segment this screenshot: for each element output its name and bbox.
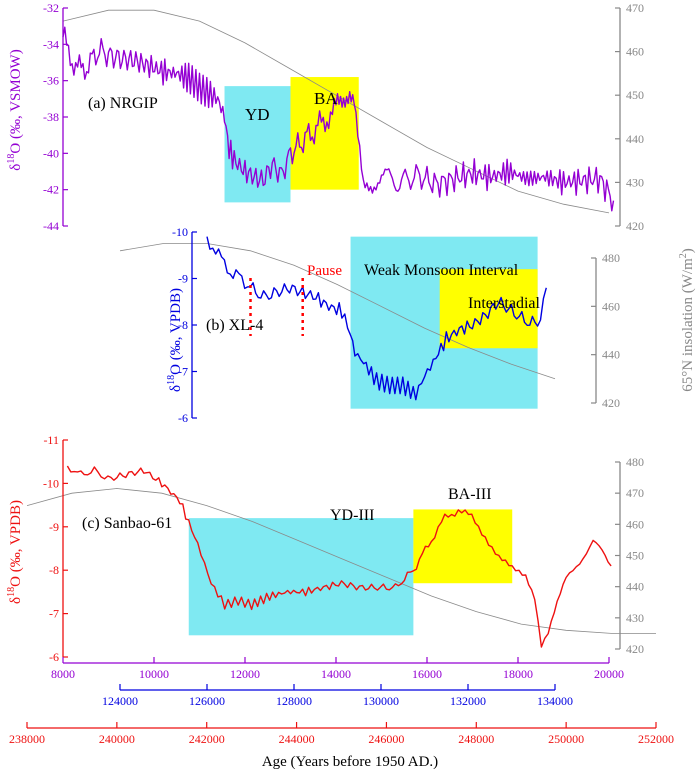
nrgip-left-tick-label: -44: [43, 219, 59, 233]
xl4-x-tick-label: 124000: [102, 694, 138, 708]
sanbao-right-tick-label: 470: [626, 486, 644, 500]
sanbao-x-tick-label: 238000: [9, 732, 45, 746]
nrgip-right-tick-label: 450: [626, 88, 644, 102]
nrgip-left-tick-label: -40: [43, 146, 59, 160]
sanbao-left-tick-label: -11: [43, 433, 59, 447]
ba-iii-label: BA-III: [448, 486, 492, 503]
xl4-x-tick-label: 126000: [189, 694, 225, 708]
ba-label: BA: [314, 89, 338, 108]
bottom-age-axes: 8000 10000 12000 14000 16000 18000 20000 124000…: [9, 657, 674, 746]
sanbao-insolation-line: [26, 488, 656, 634]
nrgip-left-tick-label: -36: [43, 74, 59, 88]
nrgip-x-tick-label: 8000: [51, 667, 75, 681]
xl4-right-tick-label: 480: [602, 251, 620, 265]
right-y-title: 65°N insolation (W/m2): [678, 248, 696, 391]
sanbao-left-tick-label: -10: [43, 476, 59, 490]
sanbao-left-tick-label: -8: [49, 563, 59, 577]
nrgip-x-tick-label: 18000: [503, 667, 533, 681]
xl4-right-tick-label: 420: [602, 396, 620, 410]
sanbao-x-tick-label: 252000: [638, 732, 674, 746]
nrgip-isotope-line: [62, 26, 615, 212]
sanbao-right-tick-label: 460: [626, 517, 644, 531]
x-axis-title: Age (Years before 1950 AD.): [262, 754, 438, 770]
interstadial-label: Interstadial: [468, 295, 541, 312]
xl4-left-tick-label: -7: [178, 365, 188, 379]
nrgip-right-tick-label: 470: [626, 1, 644, 15]
nrgip-left-tick-label: -32: [43, 1, 59, 15]
xl4-x-tick-label: 134000: [537, 694, 573, 708]
nrgip-x-tick-label: 10000: [139, 667, 169, 681]
xl4-right-tick-label: 440: [602, 348, 620, 362]
xl4-x-tick-label: 130000: [363, 694, 399, 708]
sanbao-right-tick-label: 420: [626, 642, 644, 656]
xl4-isotope-line: [206, 236, 547, 401]
sanbao-left-tick-label: -7: [49, 607, 59, 621]
sanbao-right-tick-label: 430: [626, 611, 644, 625]
xl4-right-tick-label: 460: [602, 299, 620, 313]
nrgip-left-tick-label: -34: [43, 37, 59, 51]
nrgip-right-tick-label: 440: [626, 132, 644, 146]
nrgip-insolation-line: [62, 9, 610, 214]
panel-b-label: (b) XL-4: [206, 317, 263, 334]
weak-monsoon-label: Weak Monsoon Interval: [364, 262, 519, 279]
sanbao-right-tick-label: 450: [626, 549, 644, 563]
nrgip-right-tick-label: 430: [626, 175, 644, 189]
panel-xl4: -10 -9 -8 -7 -6 420 440 460 480 Pause Weak Monsoon…: [119, 225, 620, 425]
xl4-left-tick-label: -8: [178, 318, 188, 332]
nrgip-box-1: [290, 77, 359, 190]
panel-a-y-title: δ18O (‰, VSMOW): [6, 49, 24, 170]
panel-c-label: (c) Sanbao-61: [82, 515, 172, 532]
sanbao-x-tick-label: 248000: [458, 732, 494, 746]
panel-nrgip: -32 -34 -36 -38 -40 -42 -44 420 430 440 450 460 470 Y…: [43, 1, 644, 233]
nrgip-x-tick-label: 12000: [230, 667, 260, 681]
sanbao-x-tick-label: 242000: [189, 732, 225, 746]
sanbao-left-tick-label: -9: [49, 520, 59, 534]
sanbao-isotope-line: [66, 465, 612, 648]
nrgip-x-tick-label: 20000: [594, 667, 624, 681]
sanbao-x-tick-label: 246000: [368, 732, 404, 746]
xl4-left-tick-label: -9: [178, 272, 188, 286]
sanbao-right-tick-label: 480: [626, 455, 644, 469]
nrgip-right-tick-label: 460: [626, 45, 644, 59]
xl4-left-tick-label: -10: [172, 225, 188, 239]
sanbao-x-tick-label: 250000: [548, 732, 584, 746]
panel-b-y-title: δ18O (‰, VPDB): [166, 288, 184, 392]
sanbao-left-tick-label: -6: [49, 650, 59, 664]
sanbao-x-tick-label: 240000: [99, 732, 135, 746]
panel-sanbao: -11 -10 -9 -8 -7 -6 420 430 440 450 460 470 480 YD-II…: [26, 433, 656, 664]
pause-label: Pause: [307, 263, 342, 279]
panel-c-y-title: δ18O (‰, VPDB): [6, 500, 24, 604]
xl4-x-tick-label: 128000: [276, 694, 312, 708]
sanbao-box-1: [413, 509, 513, 584]
nrgip-right-tick-label: 420: [626, 219, 644, 233]
nrgip-left-tick-label: -42: [43, 183, 59, 197]
nrgip-x-tick-label: 16000: [412, 667, 442, 681]
panel-a-label: (a) NRGIP: [88, 95, 158, 112]
xl4-left-tick-label: -6: [178, 411, 188, 425]
xl4-x-tick-label: 132000: [450, 694, 486, 708]
sanbao-x-tick-label: 244000: [279, 732, 315, 746]
yd-iii-label: YD-III: [330, 507, 374, 524]
nrgip-x-tick-label: 14000: [321, 667, 351, 681]
sanbao-box-0: [188, 518, 414, 636]
nrgip-left-tick-label: -38: [43, 110, 59, 124]
sanbao-right-tick-label: 440: [626, 580, 644, 594]
yd-label: YD: [245, 105, 270, 124]
